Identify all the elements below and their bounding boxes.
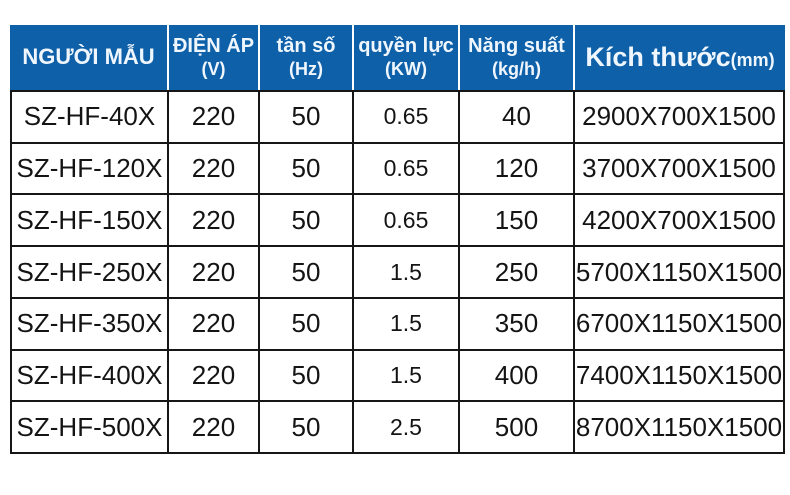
column-header-power-unit: (KW) — [385, 58, 427, 79]
column-header-dimensions: Kích thước (mm) — [575, 25, 785, 90]
column-header-dimensions-unit: (mm) — [730, 50, 775, 71]
column-header-model-label: NGƯỜI MẪU — [22, 44, 155, 70]
column-header-voltage-unit: (V) — [201, 58, 226, 79]
table-cell-frequency: 50 — [260, 195, 354, 246]
column-header-voltage-label: ĐIỆN ÁP — [172, 35, 255, 58]
spec-table-body: SZ-HF-40X 220 50 0.65 40 2900X700X1500 SZ-HF-1… — [10, 90, 785, 454]
column-header-voltage: ĐIỆN ÁP (V) — [169, 25, 260, 90]
table-cell-model: SZ-HF-150X — [12, 195, 169, 246]
column-header-capacity: Năng suất (kg/h) — [460, 25, 575, 90]
column-header-capacity-unit: (kg/h) — [492, 58, 541, 79]
table-cell-capacity: 40 — [460, 92, 575, 142]
table-cell-frequency: 50 — [260, 350, 354, 401]
table-cell-dimensions: 2900X700X1500 — [582, 101, 776, 132]
table-row: SZ-HF-500X 220 50 2.5 500 8700X1150X1500 — [12, 402, 783, 453]
table-cell-model: SZ-HF-400X — [12, 350, 169, 401]
table-cell-dimensions: 4200X700X1500 — [582, 204, 776, 235]
table-cell-frequency: 50 — [260, 247, 354, 297]
column-header-frequency-unit: (Hz) — [289, 58, 323, 79]
table-cell-voltage: 220 — [169, 143, 260, 194]
table-cell-voltage: 220 — [169, 402, 260, 453]
table-cell-dimensions: 5700X1150X1500 — [575, 256, 783, 287]
column-header-power-label: quyền lực — [358, 35, 454, 58]
table-cell-frequency: 50 — [260, 143, 354, 194]
table-cell-power: 2.5 — [354, 402, 460, 453]
table-cell-capacity: 150 — [460, 195, 575, 246]
table-cell-power: 1.5 — [354, 298, 460, 349]
table-cell-dimensions: 3700X700X1500 — [582, 153, 776, 184]
table-cell-capacity: 120 — [460, 143, 575, 194]
table-cell-power: 1.5 — [354, 247, 460, 297]
column-header-dimensions-label: Kích thước — [585, 42, 731, 73]
column-header-frequency: tần số (Hz) — [260, 25, 354, 90]
table-cell-dimensions: 8700X1150X1500 — [575, 411, 783, 442]
table-cell-frequency: 50 — [260, 402, 354, 453]
table-row: SZ-HF-40X 220 50 0.65 40 2900X700X1500 — [12, 92, 783, 144]
table-cell-model: SZ-HF-250X — [12, 247, 169, 297]
table-cell-capacity: 350 — [460, 298, 575, 349]
table-cell-power: 0.65 — [354, 143, 460, 194]
table-row: SZ-HF-250X 220 50 1.5 250 5700X1150X1500 — [12, 247, 783, 299]
table-row: SZ-HF-350X 220 50 1.5 350 6700X1150X1500 — [12, 298, 783, 351]
table-cell-model: SZ-HF-500X — [12, 402, 169, 453]
table-cell-model: SZ-HF-350X — [12, 298, 169, 349]
table-cell-power: 1.5 — [354, 350, 460, 401]
table-cell-power: 0.65 — [354, 195, 460, 246]
table-cell-dimensions: 6700X1150X1500 — [575, 308, 783, 339]
table-cell-model: SZ-HF-40X — [12, 92, 169, 142]
column-header-power: quyền lực (KW) — [354, 25, 460, 90]
table-cell-model: SZ-HF-120X — [12, 143, 169, 194]
table-cell-voltage: 220 — [169, 247, 260, 297]
table-cell-voltage: 220 — [169, 350, 260, 401]
table-cell-capacity: 400 — [460, 350, 575, 401]
table-row: SZ-HF-400X 220 50 1.5 400 7400X1150X1500 — [12, 350, 783, 403]
table-cell-capacity: 500 — [460, 402, 575, 453]
table-row: SZ-HF-120X 220 50 0.65 120 3700X700X1500 — [12, 143, 783, 196]
column-header-capacity-label: Năng suất — [468, 35, 565, 58]
spec-table: NGƯỜI MẪU ĐIỆN ÁP (V) tần số (Hz) quyền … — [10, 25, 785, 454]
table-cell-dimensions: 7400X1150X1500 — [575, 359, 783, 390]
table-cell-voltage: 220 — [169, 195, 260, 246]
table-cell-voltage: 220 — [169, 298, 260, 349]
table-cell-frequency: 50 — [260, 92, 354, 142]
table-cell-capacity: 250 — [460, 247, 575, 297]
column-header-model: NGƯỜI MẪU — [10, 25, 169, 90]
column-header-frequency-label: tần số — [276, 35, 336, 58]
table-cell-frequency: 50 — [260, 298, 354, 349]
table-cell-voltage: 220 — [169, 92, 260, 142]
spec-table-header: NGƯỜI MẪU ĐIỆN ÁP (V) tần số (Hz) quyền … — [10, 25, 785, 90]
table-cell-power: 0.65 — [354, 92, 460, 142]
table-row: SZ-HF-150X 220 50 0.65 150 4200X700X1500 — [12, 195, 783, 248]
